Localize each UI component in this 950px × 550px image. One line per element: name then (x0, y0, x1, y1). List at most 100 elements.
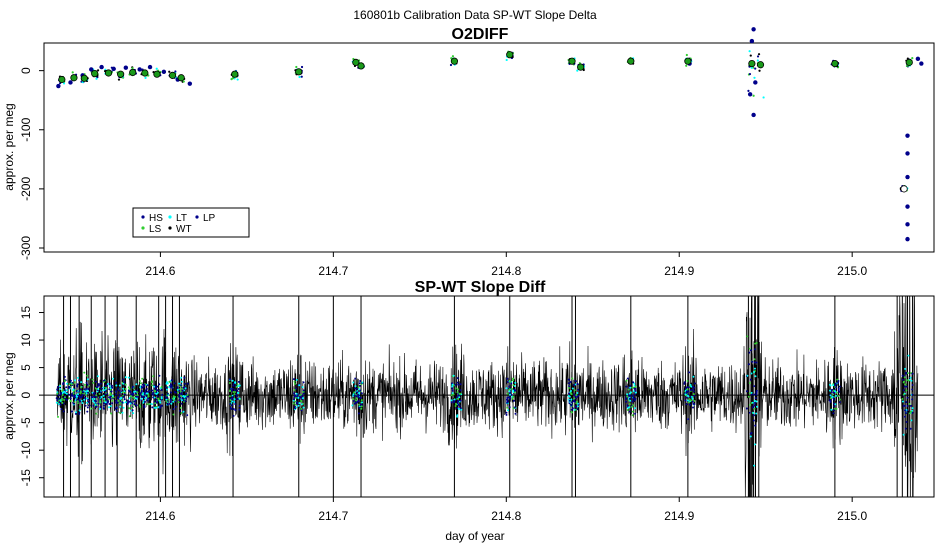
slope-diff-calibration-point (753, 404, 756, 407)
slope-diff-calibration-point (231, 400, 234, 403)
slope-diff-calibration-point (688, 403, 691, 406)
slope-diff-calibration-point (72, 402, 75, 405)
o2diff-raw-point (505, 58, 508, 62)
slope-diff-calibration-point (568, 385, 571, 388)
slope-diff-calibration-point (77, 402, 79, 404)
slope-diff-calibration-point (567, 378, 570, 381)
slope-diff-calibration-point (95, 380, 97, 383)
slope-diff-calibration-point (59, 388, 62, 390)
slope-diff-calibration-point (625, 379, 628, 382)
slope-diff-calibration-point (229, 388, 232, 390)
slope-diff-calibration-point (576, 382, 579, 385)
slope-diff-calibration-point (147, 390, 149, 393)
slope-diff-calibration-point (233, 398, 236, 401)
slope-diff-calibration-point (237, 388, 240, 390)
o2diff-lp-point (749, 38, 755, 44)
slope-diff-calibration-point (71, 383, 74, 386)
slope-diff-calibration-point (165, 400, 168, 403)
slope-diff-calibration-point (183, 396, 186, 399)
o2diff-y-tick-label: 0 (19, 67, 33, 74)
slope-diff-calibration-point (86, 406, 89, 409)
slope-diff-calibration-point (576, 392, 579, 394)
slope-diff-calibration-point (234, 381, 237, 384)
slope-diff-calibration-point (693, 382, 696, 385)
slope-diff-calibration-point (755, 393, 758, 396)
slope-diff-calibration-point (357, 386, 360, 389)
o2diff-group-mean-point (831, 59, 839, 68)
slope-diff-calibration-point (90, 407, 93, 410)
slope-diff-calibration-point (628, 397, 631, 400)
slope-diff-calibration-point (457, 400, 460, 403)
slope-diff-plot-frame (43, 295, 935, 498)
slope-diff-calibration-point (509, 392, 511, 395)
slope-diff-calibration-point (686, 388, 689, 391)
slope-diff-calibration-point (78, 379, 81, 382)
slope-diff-calibration-point (300, 403, 303, 406)
slope-diff-calibration-point (99, 399, 102, 402)
slope-diff-calibration-point (754, 443, 756, 446)
slope-diff-calibration-point (146, 399, 149, 402)
slope-diff-calibration-point (95, 395, 98, 398)
slope-diff-calibration-point (118, 389, 121, 392)
slope-diff-calibration-point (85, 393, 88, 396)
slope-diff-calibration-point (64, 396, 66, 399)
slope-diff-calibration-point (186, 414, 189, 417)
slope-diff-calibration-point (62, 410, 65, 413)
o2diff-raw-point (300, 65, 304, 69)
slope-diff-calibration-point (63, 379, 66, 382)
slope-diff-calibration-point (904, 383, 907, 386)
slope-diff-calibration-point (354, 385, 357, 388)
slope-diff-calibration-point (139, 382, 142, 385)
slope-diff-calibration-point (68, 385, 71, 388)
slope-diff-calibration-point (509, 393, 511, 396)
slope-diff-calibration-point (235, 395, 238, 397)
slope-diff-calibration-point (634, 399, 636, 401)
slope-diff-calibration-point (355, 399, 358, 402)
slope-diff-calibration-point (111, 399, 114, 402)
slope-diff-calibration-point (353, 402, 356, 405)
slope-diff-calibration-point (628, 403, 631, 406)
slope-diff-calibration-point (103, 379, 106, 382)
slope-diff-calibration-point (832, 397, 835, 400)
slope-diff-calibration-point (138, 404, 141, 407)
slope-diff-calibration-point (910, 410, 913, 413)
slope-diff-calibration-point (123, 390, 126, 393)
slope-diff-calibration-point (576, 405, 579, 408)
slope-diff-calibration-point (754, 397, 757, 400)
slope-diff-calibration-point (358, 403, 360, 406)
slope-diff-calibration-point (77, 393, 79, 396)
slope-diff-calibration-point (66, 382, 68, 385)
slope-diff-calibration-point (148, 403, 151, 406)
slope-diff-calibration-point (753, 361, 756, 364)
o2diff-lp-point (187, 81, 193, 86)
slope-diff-calibration-point (506, 392, 509, 395)
slope-diff-calibration-point (68, 393, 71, 396)
o2diff-x-tick-label: 214.8 (491, 264, 521, 278)
slope-diff-calibration-point (238, 405, 241, 407)
slope-diff-calibration-point (296, 401, 299, 404)
slope-diff-calibration-point (753, 371, 756, 373)
slope-diff-calibration-point (79, 395, 82, 398)
slope-diff-calibration-point (751, 406, 754, 409)
slope-diff-calibration-point (170, 383, 172, 386)
slope-diff-calibration-point (457, 407, 460, 410)
slope-diff-calibration-point (103, 397, 106, 400)
slope-diff-calibration-point (146, 403, 149, 406)
slope-diff-calibration-point (293, 383, 296, 385)
slope-diff-calibration-point (911, 388, 914, 391)
slope-diff-calibration-point (352, 399, 355, 402)
slope-diff-calibration-point (154, 402, 157, 405)
slope-diff-calibration-point (833, 405, 836, 408)
slope-diff-calibration-point (294, 400, 297, 403)
slope-diff-calibration-point (171, 397, 174, 400)
slope-diff-calibration-point (570, 390, 572, 392)
slope-diff-calibration-point (75, 411, 77, 414)
o2diff-raw-point (762, 96, 765, 99)
slope-diff-calibration-point (57, 403, 60, 406)
slope-diff-calibration-point (109, 392, 112, 394)
o2diff-group-mean-point (357, 62, 365, 70)
o2diff-lp-point (751, 27, 756, 32)
slope-diff-calibration-point (905, 421, 908, 423)
slope-diff-calibration-point (834, 384, 837, 387)
slope-diff-calibration-point (161, 393, 164, 396)
